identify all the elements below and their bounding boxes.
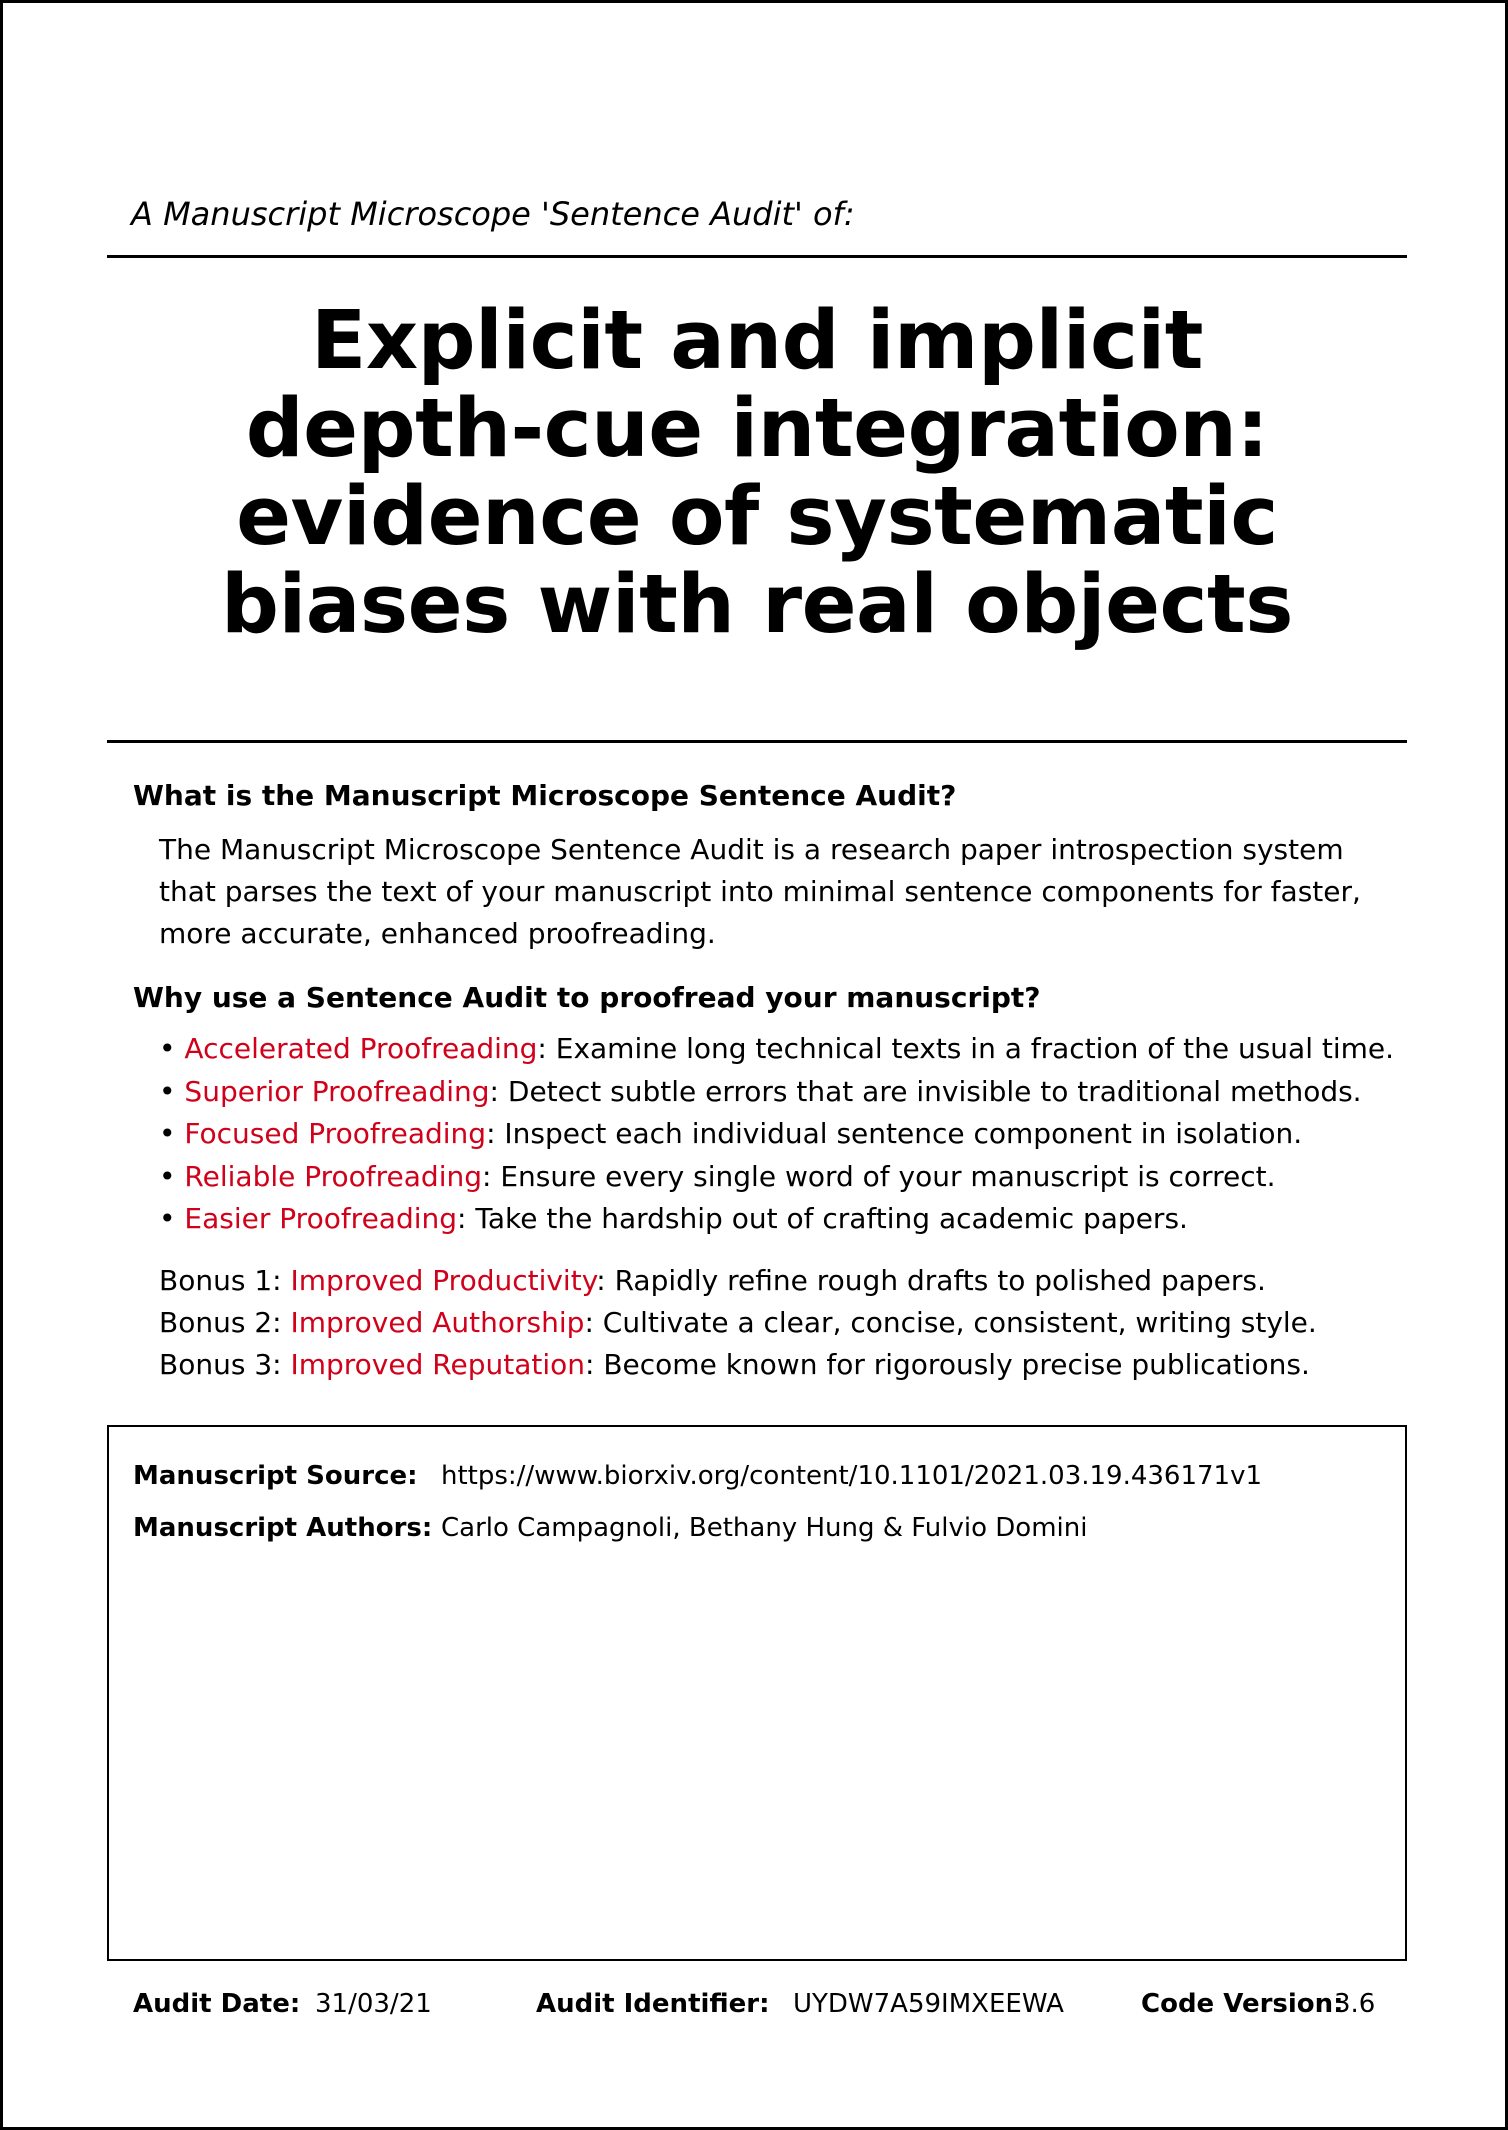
authors-label: Manuscript Authors: [133, 1513, 433, 1543]
description-line: more accurate, enhanced proofreading. [159, 917, 716, 950]
benefit-description: : Ensure every single word of your manus… [482, 1159, 1276, 1193]
why-use-heading: Why use a Sentence Audit to proofread yo… [133, 981, 1041, 1014]
code-version-label: Code Version: [1141, 1989, 1344, 2019]
list-item: • Reliable Proofreading: Ensure every si… [159, 1156, 1394, 1199]
benefit-term: Reliable Proofreading [184, 1159, 483, 1193]
bonus-prefix: Bonus 1: [159, 1264, 291, 1297]
benefit-term: Accelerated Proofreading [184, 1032, 538, 1065]
code-version-value: 3.6 [1334, 1989, 1376, 2019]
bonus-description: : Rapidly refine rough drafts to polishe… [596, 1264, 1266, 1297]
what-is-description: The Manuscript Microscope Sentence Audit… [159, 829, 1389, 955]
benefit-description: : Detect subtle errors that are invisibl… [489, 1074, 1362, 1108]
bonus-term: Improved Productivity [290, 1264, 597, 1297]
bonus-term: Improved Reputation [290, 1348, 585, 1381]
title-line: evidence of systematic [236, 470, 1278, 564]
bonus-prefix: Bonus 3: [159, 1348, 291, 1381]
source-label: Manuscript Source: [133, 1461, 418, 1491]
list-item: • Focused Proofreading: Inspect each ind… [159, 1113, 1394, 1156]
description-line: The Manuscript Microscope Sentence Audit… [159, 833, 1344, 866]
benefit-term: Focused Proofreading [184, 1117, 487, 1150]
manuscript-title: Explicit and implicit depth-cue integrat… [107, 297, 1407, 649]
list-item: • Easier Proofreading: Take the hardship… [159, 1198, 1394, 1241]
bonus-prefix: Bonus 2: [159, 1306, 291, 1339]
authors-value: Carlo Campagnoli, Bethany Hung & Fulvio … [441, 1513, 1088, 1543]
kicker-text: A Manuscript Microscope 'Sentence Audit'… [131, 195, 855, 233]
bullet-char: • [159, 1074, 176, 1108]
audit-identifier-value: UYDW7A59IMXEEWA [793, 1989, 1064, 2019]
audit-date-value: 31/03/21 [315, 1989, 432, 2019]
middle-divider [107, 740, 1407, 743]
list-item: • Accelerated Proofreading: Examine long… [159, 1028, 1394, 1071]
list-item: Bonus 1: Improved Productivity: Rapidly … [159, 1260, 1317, 1302]
bullet-char: • [159, 1202, 176, 1235]
manuscript-info-box: Manuscript Source: https://www.biorxiv.o… [107, 1425, 1407, 1961]
audit-identifier-label: Audit Identifier: [536, 1989, 770, 2019]
list-item: Bonus 3: Improved Reputation: Become kno… [159, 1344, 1317, 1386]
bonus-description: : Become known for rigorously precise pu… [585, 1348, 1310, 1381]
title-line: Explicit and implicit [311, 294, 1203, 388]
bonus-list: Bonus 1: Improved Productivity: Rapidly … [159, 1260, 1317, 1386]
benefit-description: : Inspect each individual sentence compo… [486, 1117, 1303, 1150]
benefit-term: Superior Proofreading [184, 1074, 490, 1108]
bonus-term: Improved Authorship [290, 1306, 585, 1339]
list-item: • Superior Proofreading: Detect subtle e… [159, 1071, 1394, 1114]
what-is-heading: What is the Manuscript Microscope Senten… [133, 779, 957, 812]
list-item: Bonus 2: Improved Authorship: Cultivate … [159, 1302, 1317, 1344]
benefit-description: : Examine long technical texts in a frac… [537, 1032, 1395, 1065]
bullet-char: • [159, 1032, 176, 1065]
title-line: biases with real objects [221, 558, 1293, 652]
title-line: depth-cue integration: [245, 382, 1269, 476]
benefit-description: : Take the hardship out of crafting acad… [457, 1202, 1188, 1235]
bonus-description: : Cultivate a clear, concise, consistent… [584, 1306, 1317, 1339]
benefit-term: Easier Proofreading [184, 1202, 458, 1235]
bullet-char: • [159, 1159, 176, 1193]
audit-date-label: Audit Date: [133, 1989, 301, 2019]
bullet-char: • [159, 1117, 176, 1150]
source-value: https://www.biorxiv.org/content/10.1101/… [441, 1461, 1263, 1491]
top-divider [107, 255, 1407, 258]
description-line: that parses the text of your manuscript … [159, 875, 1361, 908]
benefits-list: • Accelerated Proofreading: Examine long… [159, 1028, 1394, 1241]
